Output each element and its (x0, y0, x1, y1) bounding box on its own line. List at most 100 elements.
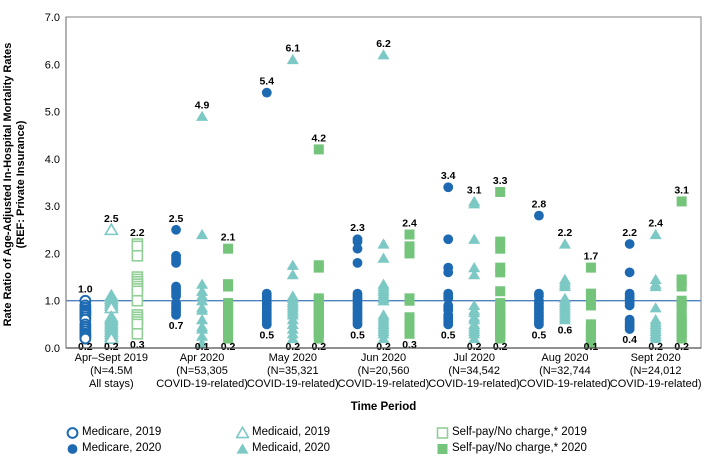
data-point-medicaid_2020 (196, 314, 209, 325)
data-point-medicaid_2020 (196, 330, 209, 341)
x-tick-label: Sept 2020 (631, 352, 681, 364)
data-point-medicaid_2020 (286, 269, 299, 280)
x-tick-label: COVID-19-related) (247, 378, 339, 390)
data-point-medicaid_2020 (649, 280, 662, 292)
data-point-medicaid_2020 (468, 198, 481, 209)
x-tick-label: COVID-19-related) (610, 378, 702, 390)
selfpay-2019-open-square-icon (436, 426, 449, 439)
data-point-selfpay_2020 (223, 333, 234, 344)
data-point-selfpay_2020 (495, 186, 506, 197)
data-point-selfpay_2019 (131, 318, 144, 331)
legend-column-selfpay: Self-pay/No charge,* 2019 Self-pay/No ch… (436, 424, 587, 456)
data-point-medicaid_2020 (196, 323, 209, 334)
data-point-medicare_2019 (66, 426, 79, 439)
legend-entry-selfpay-2020: Self-pay/No charge,* 2020 (436, 440, 587, 456)
data-point-selfpay_2020 (495, 333, 506, 344)
data-point-medicare_2020 (352, 243, 363, 254)
data-point-medicare_2020 (171, 257, 181, 268)
x-tick-label: (N=32,744 (539, 365, 591, 377)
data-point-selfpay_2020 (585, 262, 596, 273)
max-label-medicaid_2020: 6.1 (285, 43, 300, 55)
legend-label: Medicaid, 2020 (252, 442, 330, 454)
data-point-medicaid_2020 (196, 337, 209, 348)
data-point-medicaid_2019 (103, 331, 119, 344)
min-label-medicare_2020: 0.5 (532, 329, 547, 341)
data-point-medicaid_2020 (236, 442, 249, 454)
data-point-medicaid_2020 (377, 238, 390, 249)
max-label-medicaid_2020: 2.2 (558, 227, 573, 239)
data-point-medicaid_2020 (377, 49, 390, 60)
data-point-medicare_2019 (79, 332, 92, 345)
y-tick-label: 6.0 (45, 59, 60, 71)
min-label-medicare_2020: 0.5 (441, 329, 456, 341)
data-point-medicare_2020 (261, 319, 272, 330)
max-label-medicaid_2020: 2.4 (648, 218, 663, 230)
legend-marker-svg (67, 443, 78, 454)
min-label-medicare_2020: 0.5 (259, 329, 274, 341)
max-label-medicaid_2019: 2.5 (104, 213, 119, 225)
data-point-selfpay_2020 (313, 333, 324, 344)
data-point-medicaid_2020 (649, 228, 662, 240)
x-tick-label: Apr–Sept 2019 (75, 352, 148, 364)
selfpay-2020-filled-square-icon (436, 442, 449, 455)
max-label-selfpay_2020: 1.7 (584, 251, 599, 263)
min-label-selfpay_2020: 0.2 (674, 341, 689, 353)
legend-marker-svg (66, 426, 79, 439)
y-axis-title: Rate Ratio of Age-Adjusted In-Hospital M… (2, 12, 28, 357)
x-tick-label: (N=24,012 (630, 365, 682, 377)
data-point-medicaid_2020 (377, 332, 390, 344)
data-point-medicaid_2019 (103, 222, 119, 236)
medicaid-2019-open-triangle-icon (236, 425, 249, 439)
max-label-medicare_2020: 5.4 (259, 76, 274, 88)
min-label-medicare_2020: 0.4 (622, 334, 637, 346)
data-point-medicaid_2020 (468, 332, 481, 344)
min-label-selfpay_2019: 0.3 (130, 339, 145, 351)
data-point-medicare_2020 (443, 319, 454, 330)
data-point-selfpay_2019 (131, 285, 144, 298)
data-point-medicaid_2020 (649, 332, 662, 344)
legend-entry-medicare-2020: Medicare, 2020 (66, 440, 236, 456)
max-label-selfpay_2020: 2.1 (221, 232, 236, 244)
data-point-selfpay_2020 (404, 241, 415, 252)
x-tick-label: Jul 2020 (453, 352, 495, 364)
data-point-selfpay_2020 (676, 305, 687, 316)
data-point-medicare_2020 (624, 267, 635, 278)
data-point-medicare_2020 (443, 182, 454, 193)
data-point-selfpay_2020 (223, 281, 234, 292)
x-tick-label: COVID-19-related) (338, 378, 430, 390)
min-label-selfpay_2020: 0.2 (221, 341, 236, 353)
min-label-selfpay_2020: 0.2 (311, 341, 326, 353)
data-point-medicare_2020 (624, 300, 635, 311)
data-point-medicaid_2019 (236, 425, 249, 438)
y-axis-title-line2: (REF: Private Insurance) (15, 120, 27, 249)
data-point-medicaid_2020 (286, 332, 299, 344)
data-point-selfpay_2020 (495, 243, 506, 254)
data-point-medicare_2020 (443, 267, 454, 278)
data-point-selfpay_2020 (676, 281, 687, 292)
legend-marker-svg (436, 426, 449, 439)
min-label-selfpay_2020: 0.3 (402, 339, 417, 351)
legend-label: Medicare, 2020 (82, 442, 162, 454)
data-point-medicare_2020 (67, 443, 78, 454)
data-point-selfpay_2020 (585, 338, 596, 349)
legend-entry-medicaid-2019: Medicaid, 2019 (236, 424, 436, 440)
x-tick-label: Jun 2020 (361, 352, 406, 364)
y-tick-label: 0.0 (45, 343, 60, 355)
data-point-selfpay_2020 (404, 328, 415, 339)
max-label-medicare_2019: 1.0 (78, 284, 93, 296)
data-point-selfpay_2020 (437, 443, 448, 454)
y-tick-label: 7.0 (45, 12, 60, 24)
min-label-medicaid_2020: 0.2 (467, 341, 482, 353)
data-point-medicaid_2020 (196, 295, 209, 306)
data-point-selfpay_2020 (313, 262, 324, 273)
legend-label: Medicaid, 2019 (252, 426, 330, 438)
min-label-medicare_2020: 0.5 (350, 329, 365, 341)
data-point-medicare_2020 (624, 239, 635, 249)
legend-entry-medicare-2019: Medicare, 2019 (66, 424, 236, 440)
min-label-medicaid_2020: 0.1 (195, 341, 210, 353)
min-label-medicaid_2020: 0.2 (376, 341, 391, 353)
min-label-selfpay_2020: 0.2 (493, 341, 508, 353)
legend-marker-svg (236, 425, 249, 438)
max-label-medicare_2020: 2.8 (532, 199, 547, 211)
